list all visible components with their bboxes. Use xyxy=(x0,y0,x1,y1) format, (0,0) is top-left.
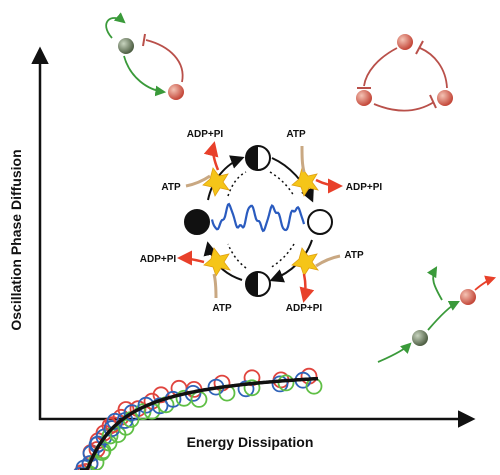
self-activation-arrow xyxy=(105,12,126,39)
atp-input-arrow xyxy=(185,174,211,188)
atp-input-arrow xyxy=(315,254,341,268)
inhibition-edge xyxy=(419,47,448,89)
motif-activator-inhibitor xyxy=(105,12,184,100)
node-green xyxy=(118,38,134,54)
node-red xyxy=(397,34,413,50)
motif-repressilator xyxy=(356,34,453,112)
cycle-label-adp: ADP+PI xyxy=(346,182,383,193)
adp-output-arrow xyxy=(203,141,220,171)
data-marker xyxy=(151,397,169,415)
data-marker xyxy=(271,375,289,393)
cycle-label-adp: ADP+PI xyxy=(187,129,224,140)
data-marker xyxy=(243,379,261,397)
cycle-arrow xyxy=(271,157,314,203)
reverse-arrow xyxy=(227,243,247,269)
energy-burst-icon xyxy=(202,167,230,197)
cycle-label-atp: ATP xyxy=(161,182,181,193)
axes xyxy=(31,46,476,428)
adp-output-arrow xyxy=(177,250,205,266)
motif-activation-chain xyxy=(377,266,497,363)
state-filled xyxy=(184,209,210,235)
data-marker xyxy=(152,386,170,404)
reverse-arrow xyxy=(227,171,247,197)
data-marker xyxy=(123,404,141,422)
node-green xyxy=(412,330,428,346)
activation-arrow xyxy=(427,301,460,331)
data-marker xyxy=(237,380,255,398)
node-red xyxy=(460,289,476,305)
reverse-arrow xyxy=(269,243,295,269)
data-marker xyxy=(71,467,89,475)
cycle-label-atp: ATP xyxy=(344,250,364,261)
y-axis-label: Oscillation Phase Diffusion xyxy=(8,149,24,331)
inhibition-bar xyxy=(429,94,437,109)
energy-burst-icon xyxy=(203,247,231,277)
input-arrow xyxy=(377,342,412,363)
inhibition-edge xyxy=(373,101,435,112)
inhibition-edge xyxy=(363,47,398,87)
activation-arrow xyxy=(123,55,167,97)
data-marker xyxy=(137,396,155,414)
output-arrow xyxy=(474,275,497,291)
node-red xyxy=(168,84,184,100)
inhibition-edge xyxy=(145,39,184,83)
state-empty xyxy=(307,209,333,235)
energy-burst-icon xyxy=(291,247,319,277)
cycle-arrow xyxy=(207,155,245,201)
state-half-filled xyxy=(245,271,271,297)
fit-curve xyxy=(80,376,319,472)
atp-input-arrow xyxy=(212,273,218,299)
oscillation-wave xyxy=(210,202,306,233)
atp-input-arrow xyxy=(300,145,306,173)
inhibition-bar xyxy=(142,33,146,47)
cycle-label-adp: ADP+PI xyxy=(286,303,323,314)
node-red xyxy=(356,90,372,106)
cycle-label-atp: ATP xyxy=(212,303,232,314)
inhibition-bar xyxy=(415,40,424,55)
node-red xyxy=(437,90,453,106)
energy-burst-icon xyxy=(291,167,319,197)
adp-output-arrow xyxy=(315,178,343,194)
atp-cycle: ADP+PI ATP ATP ADP+PI ADP+PI ATP ATP ADP… xyxy=(140,129,383,314)
adp-output-arrow xyxy=(299,273,315,303)
reverse-arrow xyxy=(269,171,295,197)
feedback-arrow xyxy=(426,266,443,301)
state-half-filled xyxy=(245,145,271,171)
cycle-label-adp: ADP+PI xyxy=(140,254,177,265)
x-axis-label: Energy Dissipation xyxy=(186,434,314,450)
cycle-label-atp: ATP xyxy=(286,129,306,140)
